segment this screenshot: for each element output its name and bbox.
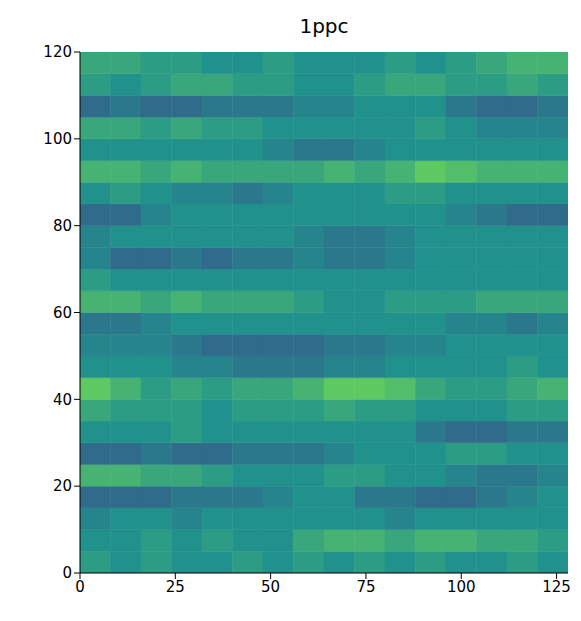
svg-text:20: 20: [53, 477, 72, 495]
svg-text:100: 100: [447, 578, 476, 596]
svg-text:75: 75: [356, 578, 375, 596]
svg-text:0: 0: [62, 564, 72, 582]
svg-text:25: 25: [166, 578, 185, 596]
svg-text:60: 60: [53, 304, 72, 322]
svg-text:120: 120: [43, 43, 72, 61]
svg-text:100: 100: [43, 130, 72, 148]
svg-text:50: 50: [261, 578, 280, 596]
svg-text:125: 125: [542, 578, 571, 596]
svg-text:80: 80: [53, 217, 72, 235]
svg-text:0: 0: [75, 578, 85, 596]
html-text:1ppc: 1ppc: [299, 14, 349, 38]
svg-text:40: 40: [53, 391, 72, 409]
